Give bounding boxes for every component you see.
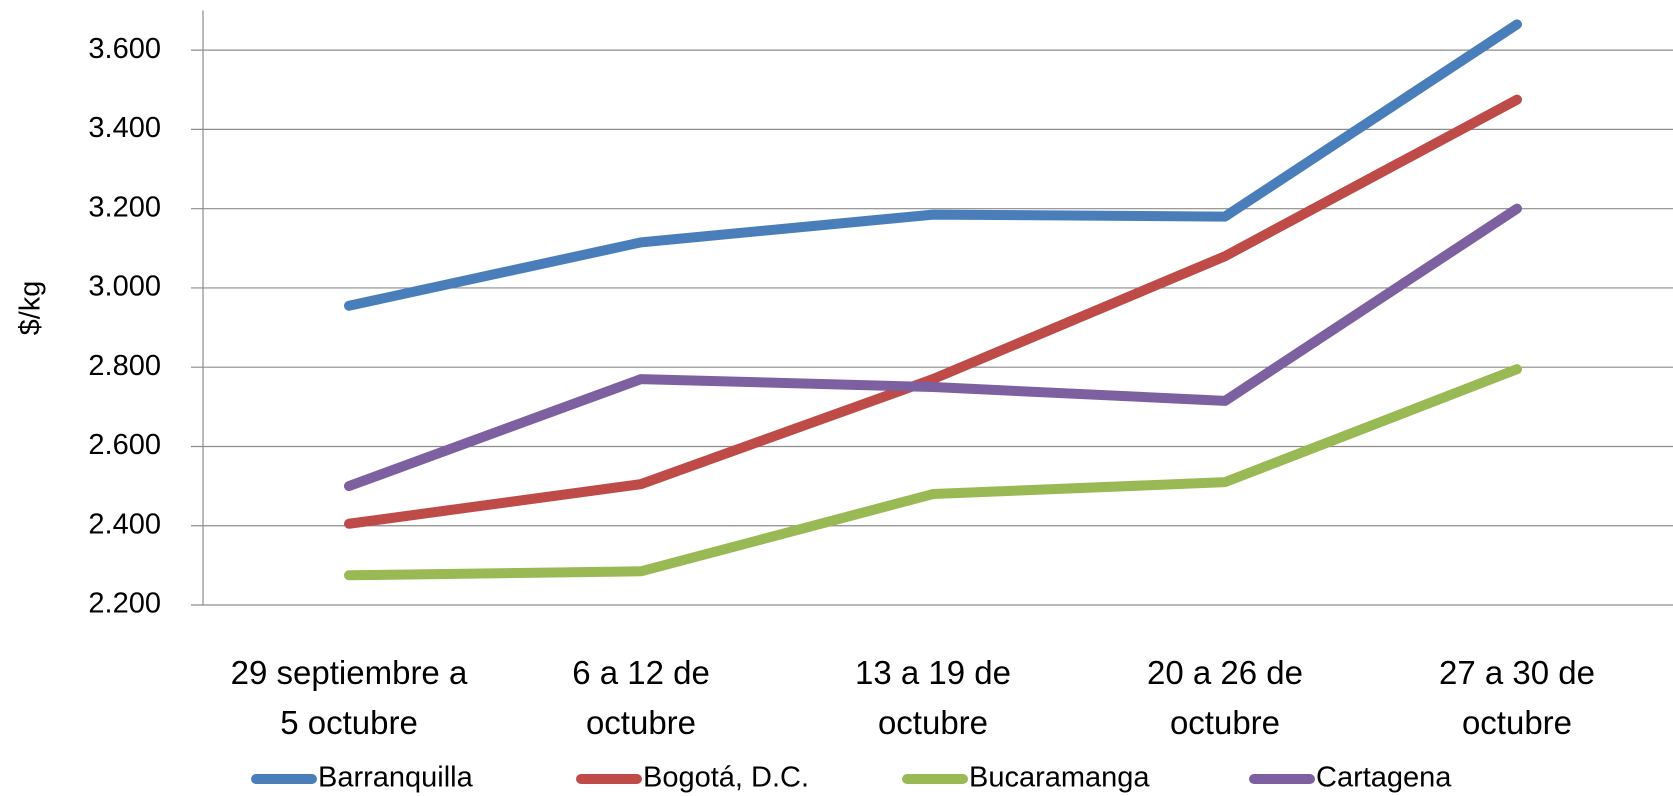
legend-label: Cartagena <box>1316 762 1452 794</box>
x-tick-label: 6 a 12 de octubre <box>572 654 710 741</box>
series-line <box>344 364 1522 581</box>
legend-label: Barranquilla <box>318 762 474 794</box>
y-tick-label: 3.400 <box>88 112 161 144</box>
y-tick-label: 2.200 <box>88 588 161 620</box>
series-line <box>344 94 1522 529</box>
y-tick-label: 2.600 <box>88 429 161 461</box>
y-tick-label: 2.800 <box>88 350 161 382</box>
series-line <box>344 19 1522 311</box>
x-tick-label: 27 a 30 de octubre <box>1439 654 1595 741</box>
y-tick-label: 3.000 <box>88 271 161 303</box>
legend-label: Bogotá, D.C. <box>643 762 809 794</box>
y-axis-label: $/kg <box>15 281 47 336</box>
series-line <box>344 203 1522 492</box>
y-tick-label: 3.600 <box>88 33 161 65</box>
x-tick-label: 29 septiembre a 5 octubre <box>230 654 468 741</box>
legend-label: Bucaramanga <box>969 762 1150 794</box>
y-tick-label: 2.400 <box>88 508 161 540</box>
x-tick-label: 20 a 26 de octubre <box>1147 654 1303 741</box>
x-tick-label: 13 a 19 de octubre <box>855 654 1011 741</box>
y-tick-label: 3.200 <box>88 191 161 223</box>
